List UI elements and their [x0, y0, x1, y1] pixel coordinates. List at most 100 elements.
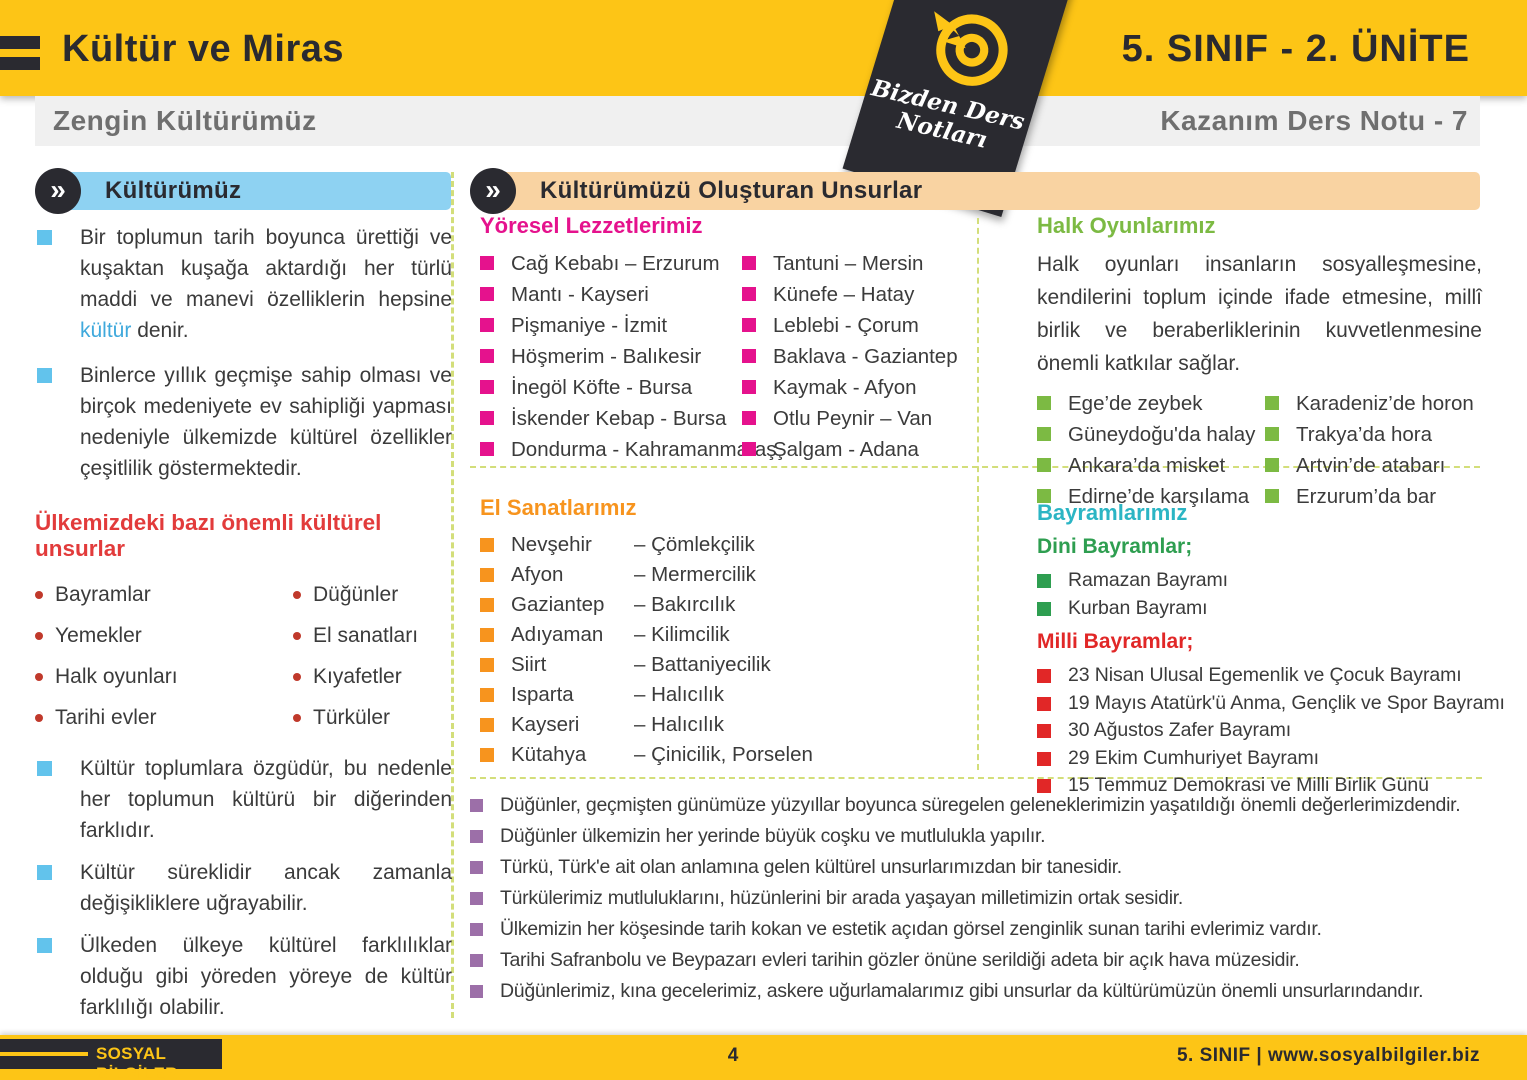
bullet-square-icon — [742, 256, 756, 270]
bullet-square-icon — [480, 256, 494, 270]
local-tastes-title: Yöresel Lezzetlerimiz — [480, 213, 703, 238]
section-header-bar: Kültürümüzü Oluşturan Unsurlar — [492, 172, 1480, 210]
note-label: Kazanım Ders Notu - 7 — [1160, 105, 1468, 136]
handicraft-city: Adıyaman — [511, 623, 604, 646]
title-bar-bottom — [0, 57, 40, 70]
handicraft-craft: – Halıcılık — [634, 713, 724, 736]
culture-elements-list: Bayramlar Yemekler Halk oyunları Tarihi evl… — [35, 574, 452, 738]
bullet-square-icon — [742, 318, 756, 332]
culture-element-item: Düğünler — [293, 574, 452, 615]
culture-fact-text: Ülkeden ülkeye kültürel farklılıklar old… — [80, 934, 452, 1019]
food-item-label: Dondurma - Kahramanmaraş — [511, 438, 777, 461]
folk-dance-item: Güneydoğu'da halay — [1037, 419, 1265, 450]
chevrons-icon: » — [35, 168, 81, 214]
bullet-square-icon — [480, 598, 494, 612]
food-item: Kaymak - Afyon — [742, 372, 972, 403]
bullet-dot-icon — [293, 672, 301, 681]
handicraft-item: Siirt – Battaniyecilik — [480, 650, 972, 680]
national-festival-label: 29 Ekim Cumhuriyet Bayramı — [1068, 746, 1319, 769]
bullet-square-icon — [1037, 724, 1051, 738]
bullet-square-icon — [480, 718, 494, 732]
subtitle-bar: Zengin Kültürümüz Kazanım Ders Notu - 7 — [35, 96, 1480, 146]
bullet-square-icon — [1037, 427, 1051, 441]
religious-festival-item: Ramazan Bayramı — [1037, 567, 1493, 595]
handicraft-item: Kütahya – Çinicilik, Porselen — [480, 740, 972, 770]
food-item: Leblebi - Çorum — [742, 310, 972, 341]
brand-logo-tag: Bizden Ders Notları — [842, 0, 1072, 218]
culture-note-text: Düğünlerimiz, kına gecelerimiz, askere u… — [500, 980, 1424, 1002]
folk-dance-item: Trakya’da hora — [1265, 419, 1482, 450]
culture-note-item: Türkülerimiz mutluluklarını, hüzünlerini… — [470, 883, 1520, 914]
handicraft-item: Gaziantep – Bakırcılık — [480, 590, 972, 620]
religious-festivals-title: Dini Bayramlar; — [1037, 535, 1193, 558]
folk-dances-paragraph: Halk oyunları insanların sosyalleşmesine… — [1037, 253, 1482, 375]
folk-dance-label: Erzurum’da bar — [1296, 485, 1437, 508]
national-festival-label: 19 Mayıs Atatürk'ü Anma, Gençlik ve Spor… — [1068, 691, 1505, 714]
brand-box: SOSYAL BİLGİLER — [0, 1039, 222, 1080]
culture-facts-list: Kültür toplumlara özgüdür, bu nedenle he… — [35, 753, 452, 1080]
festivals-title: Bayramlarımız — [1037, 500, 1188, 525]
folk-dance-label: Trakya’da hora — [1296, 423, 1432, 446]
national-festival-label: 15 Temmuz Demokrasi ve Milli Birlik Günü — [1068, 774, 1429, 796]
unit-title: 5. SINIF - 2. ÜNİTE — [1121, 28, 1470, 70]
brand-label: SOSYAL BİLGİLER — [96, 1044, 178, 1080]
bullet-square-icon — [742, 411, 756, 425]
handicraft-item: Afyon – Mermercilik — [480, 560, 972, 590]
row-divider-2 — [470, 777, 1482, 779]
section-header-kulturumuz: » Kültürümüz — [35, 168, 451, 214]
food-item-label: Mantı - Kayseri — [511, 283, 649, 306]
left-column: Bir toplumun tarih boyunca ürettiği ve k… — [35, 222, 452, 1080]
folk-dance-item: Ankara’da misket — [1037, 450, 1265, 481]
culture-note-item: Düğünler, geçmişten günümüze yüzyıllar b… — [470, 790, 1520, 821]
food-item-label: Kaymak - Afyon — [773, 376, 917, 399]
culture-element-label: Halk oyunları — [55, 664, 178, 688]
food-item: Dondurma - Kahramanmaraş — [480, 434, 776, 465]
culture-element-item: Halk oyunları — [35, 656, 293, 697]
page-title: Kültür ve Miras — [62, 28, 345, 70]
section-header-bar: Kültürümüz — [57, 172, 451, 210]
culture-note-item: Düğünlerimiz, kına gecelerimiz, askere u… — [470, 976, 1520, 1007]
handicraft-item: Kayseri – Halıcılık — [480, 710, 972, 740]
handicraft-craft: – Kilimcilik — [634, 623, 730, 646]
folk-dances-title: Halk Oyunlarımız — [1037, 213, 1216, 238]
bullet-square-icon — [1037, 396, 1051, 410]
handicraft-city: Siirt — [511, 653, 547, 676]
handicraft-craft: – Halıcılık — [634, 683, 724, 706]
food-item-label: Cağ Kebabı – Erzurum — [511, 252, 720, 275]
bullet-square-icon — [480, 349, 494, 363]
religious-festival-label: Kurban Bayramı — [1068, 596, 1208, 619]
handicraft-city: Gaziantep — [511, 593, 605, 616]
national-festival-item: 19 Mayıs Atatürk'ü Anma, Gençlik ve Spor… — [1037, 690, 1505, 718]
food-item: Mantı - Kayseri — [480, 279, 742, 310]
handicraft-craft: – Çinicilik, Porselen — [634, 743, 813, 766]
bullet-square-icon — [1265, 489, 1279, 503]
bullet-square-icon — [480, 748, 494, 762]
bullet-square-icon — [37, 865, 52, 880]
food-item-label: Künefe – Hatay — [773, 283, 915, 306]
folk-dance-label: Ankara’da misket — [1068, 454, 1226, 477]
culture-fact-text: Kültür toplumlara özgüdür, bu nedenle he… — [80, 757, 452, 842]
culture-diversity-bullet: Binlerce yıllık geçmişe sahip olması ve … — [35, 360, 452, 484]
bullet-square-icon — [742, 349, 756, 363]
culture-element-label: El sanatları — [313, 623, 419, 647]
folk-dance-label: Ege’de zeybek — [1068, 392, 1203, 415]
bullet-square-icon — [480, 658, 494, 672]
food-item: Otlu Peynir – Van — [742, 403, 972, 434]
folk-dance-item: Karadeniz’de horon — [1265, 388, 1482, 419]
handicraft-city: Nevşehir — [511, 533, 592, 556]
handicrafts-title: El Sanatlarımız — [480, 495, 637, 520]
culture-fact-bullet: Kültür toplumlara özgüdür, bu nedenle he… — [35, 753, 452, 846]
food-item-label: Şalgam - Adana — [773, 438, 919, 461]
handicraft-city: Kayseri — [511, 713, 580, 736]
handicraft-item: Nevşehir – Çömlekçilik — [480, 530, 972, 560]
bullet-dot-icon — [35, 631, 43, 640]
topic-label: Zengin Kültürümüz — [53, 105, 317, 136]
handicraft-city: Isparta — [511, 683, 574, 706]
national-festival-item: 30 Ağustos Zafer Bayramı — [1037, 717, 1493, 745]
culture-definition-bullet: Bir toplumun tarih boyunca ürettiği ve k… — [35, 222, 452, 346]
folk-dance-label: Artvin’de atabarı — [1296, 454, 1446, 477]
definition-text-pre: Bir toplumun tarih boyunca ürettiği ve k… — [80, 226, 452, 311]
bullet-square-icon — [480, 287, 494, 301]
food-item: Höşmerim - Balıkesir — [480, 341, 742, 372]
